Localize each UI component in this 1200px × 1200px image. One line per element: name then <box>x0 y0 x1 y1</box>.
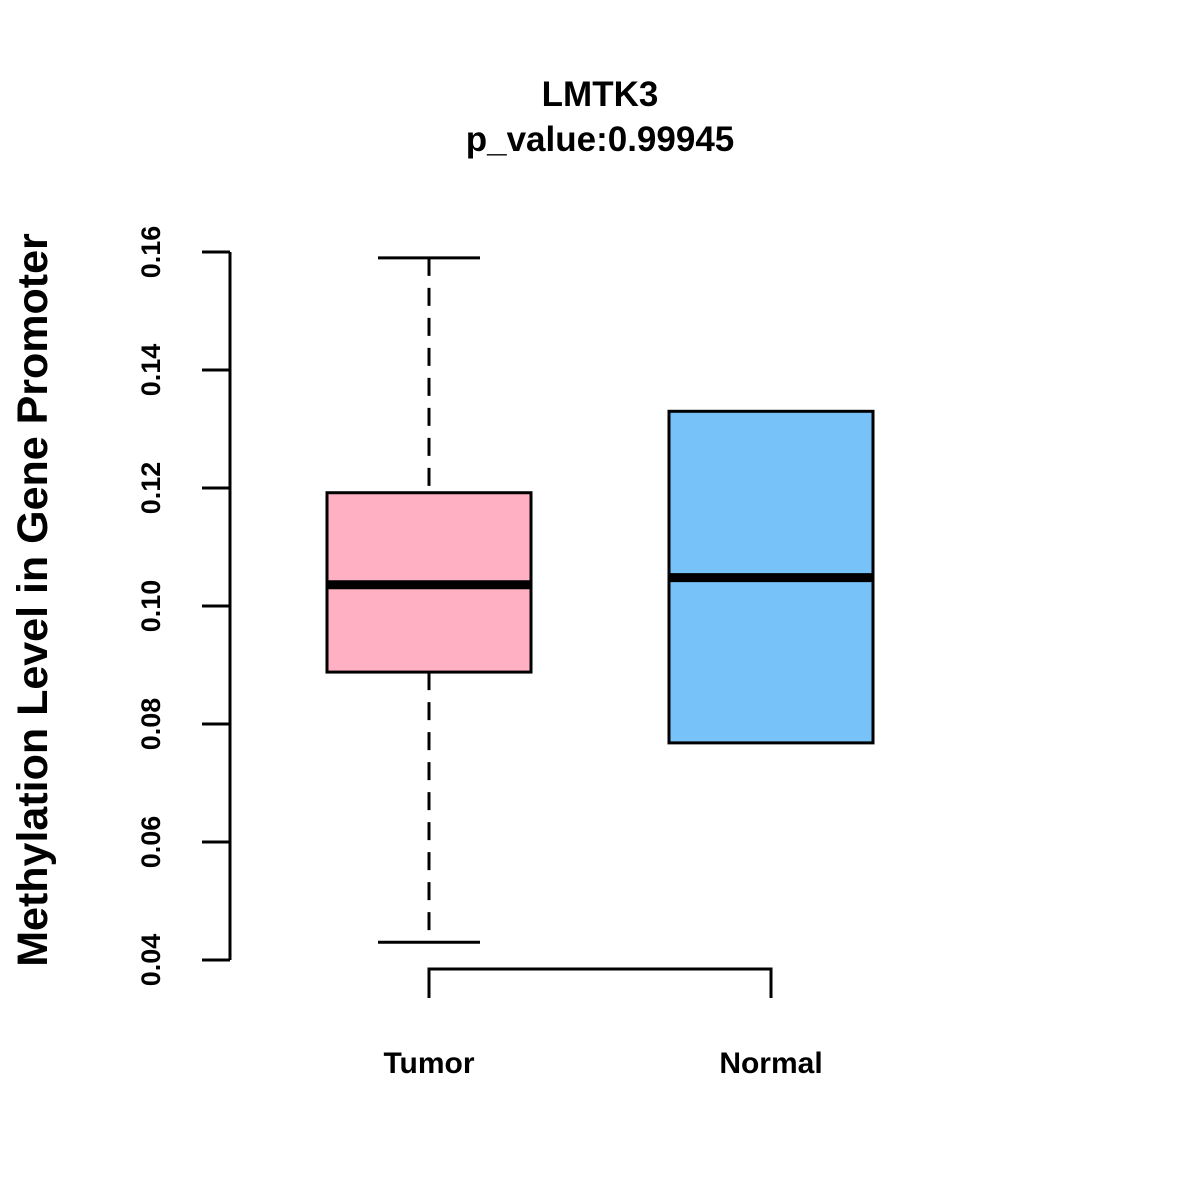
y-tick-label: 0.06 <box>136 816 166 869</box>
y-tick-label: 0.16 <box>136 226 166 279</box>
y-tick-label: 0.14 <box>136 344 166 397</box>
box-normal <box>667 409 875 745</box>
y-axis-label: Methylation Level in Gene Promoter <box>9 233 57 967</box>
y-tick-label: 0.08 <box>136 698 166 751</box>
y-tick-label: 0.10 <box>136 580 166 633</box>
y-axis-ticks: 0.04 0.06 0.08 0.10 0.12 0.14 0.16 <box>136 226 230 987</box>
x-category-label-normal: Normal <box>719 1047 822 1080</box>
box-tumor <box>325 256 533 944</box>
y-tick-label: 0.04 <box>136 934 166 987</box>
y-tick-label: 0.12 <box>136 462 166 515</box>
bracket-line <box>427 967 773 998</box>
boxes <box>325 256 875 944</box>
chart-subtitle: p_value:0.99945 <box>466 120 735 159</box>
x-category-labels: Tumor Normal <box>383 1047 822 1080</box>
significance-bracket <box>427 967 773 998</box>
chart-title: LMTK3 <box>542 75 659 114</box>
x-category-label-tumor: Tumor <box>383 1047 474 1080</box>
